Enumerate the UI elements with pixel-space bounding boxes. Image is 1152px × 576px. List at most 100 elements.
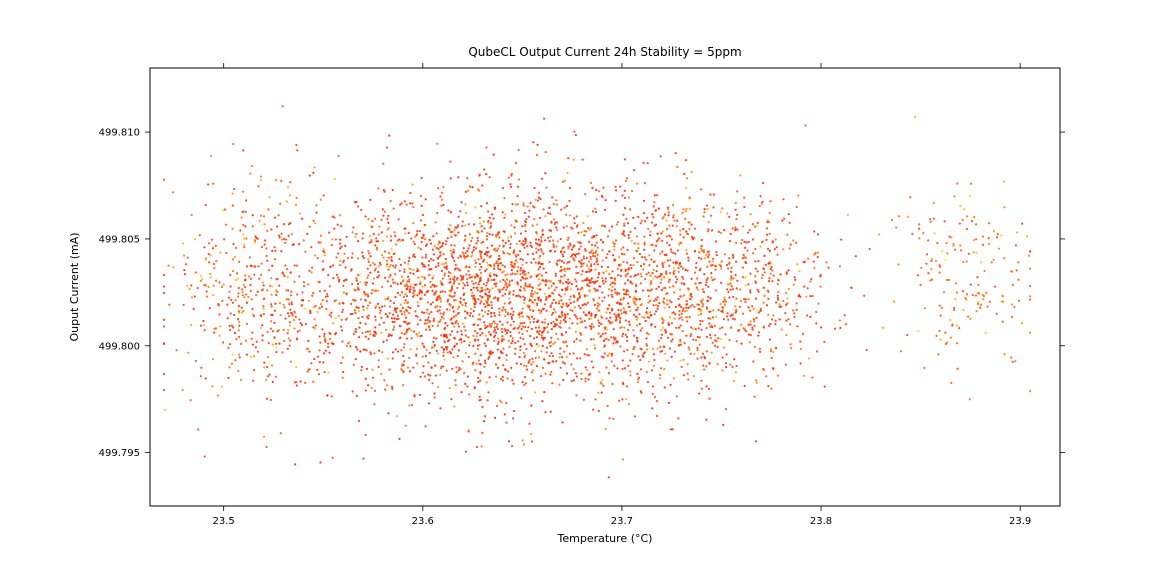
scatter-point	[533, 258, 535, 260]
scatter-point	[622, 261, 624, 263]
scatter-point	[735, 274, 737, 276]
scatter-point	[410, 283, 412, 285]
scatter-point	[519, 349, 521, 351]
scatter-point	[360, 298, 362, 300]
scatter-point	[964, 297, 966, 299]
scatter-point	[505, 402, 507, 404]
scatter-point	[355, 306, 357, 308]
scatter-point	[570, 295, 572, 297]
scatter-point	[351, 268, 353, 270]
scatter-point	[380, 310, 382, 312]
scatter-point	[922, 232, 924, 234]
scatter-point	[237, 292, 239, 294]
scatter-point	[458, 269, 460, 271]
scatter-point	[643, 243, 645, 245]
scatter-point	[403, 343, 405, 345]
scatter-point	[375, 240, 377, 242]
scatter-point	[395, 311, 397, 313]
scatter-point	[570, 256, 572, 258]
scatter-point	[335, 299, 337, 301]
scatter-point	[674, 253, 676, 255]
scatter-point	[735, 218, 737, 220]
scatter-point	[690, 293, 692, 295]
scatter-point	[244, 286, 246, 288]
scatter-point	[563, 262, 565, 264]
scatter-point	[511, 203, 513, 205]
scatter-point	[963, 208, 965, 210]
scatter-point	[939, 272, 941, 274]
scatter-point	[771, 318, 773, 320]
scatter-point	[696, 277, 698, 279]
scatter-point	[288, 337, 290, 339]
scatter-point	[541, 321, 543, 323]
scatter-point	[956, 182, 958, 184]
scatter-point	[637, 306, 639, 308]
scatter-point	[487, 220, 489, 222]
scatter-point	[467, 190, 469, 192]
scatter-point	[271, 285, 273, 287]
y-tick-label: 499.810	[99, 128, 140, 139]
scatter-point	[397, 283, 399, 285]
scatter-point	[569, 214, 571, 216]
scatter-point	[244, 279, 246, 281]
scatter-point	[387, 357, 389, 359]
scatter-point	[591, 244, 593, 246]
scatter-point	[809, 295, 811, 297]
scatter-point	[515, 220, 517, 222]
scatter-point	[232, 143, 234, 145]
scatter-point	[728, 339, 730, 341]
scatter-point	[517, 203, 519, 205]
scatter-point	[563, 251, 565, 253]
scatter-point	[793, 284, 795, 286]
scatter-point	[542, 253, 544, 255]
scatter-point	[445, 258, 447, 260]
scatter-point	[687, 269, 689, 271]
scatter-point	[633, 346, 635, 348]
scatter-point	[387, 222, 389, 224]
scatter-point	[249, 284, 251, 286]
scatter-point	[421, 241, 423, 243]
scatter-point	[549, 261, 551, 263]
scatter-point	[744, 247, 746, 249]
scatter-point	[592, 281, 594, 283]
scatter-point	[522, 259, 524, 261]
scatter-point	[453, 405, 455, 407]
scatter-point	[493, 320, 495, 322]
scatter-point	[511, 173, 513, 175]
scatter-point	[789, 323, 791, 325]
scatter-point	[494, 296, 496, 298]
scatter-point	[813, 267, 815, 269]
scatter-point	[690, 223, 692, 225]
scatter-point	[376, 248, 378, 250]
scatter-point	[737, 330, 739, 332]
scatter-point	[555, 275, 557, 277]
scatter-point	[353, 364, 355, 366]
scatter-point	[458, 306, 460, 308]
scatter-point	[332, 264, 334, 266]
scatter-point	[235, 279, 237, 281]
x-axis-label: Temperature (°C)	[557, 532, 653, 545]
scatter-point	[522, 308, 524, 310]
scatter-point	[330, 266, 332, 268]
scatter-point	[525, 218, 527, 220]
scatter-point	[289, 194, 291, 196]
scatter-point	[956, 324, 958, 326]
scatter-point	[230, 312, 232, 314]
scatter-point	[439, 407, 441, 409]
scatter-point	[666, 299, 668, 301]
scatter-point	[702, 303, 704, 305]
scatter-point	[785, 304, 787, 306]
scatter-point	[953, 307, 955, 309]
scatter-point	[763, 295, 765, 297]
scatter-point	[218, 313, 220, 315]
scatter-point	[623, 308, 625, 310]
scatter-point	[457, 232, 459, 234]
scatter-point	[479, 222, 481, 224]
scatter-point	[653, 205, 655, 207]
scatter-point	[971, 220, 973, 222]
scatter-point	[439, 291, 441, 293]
scatter-point	[432, 341, 434, 343]
chart-container: 23.523.623.723.823.9 499.795499.800499.8…	[0, 0, 1152, 576]
scatter-point	[495, 376, 497, 378]
scatter-point	[760, 307, 762, 309]
